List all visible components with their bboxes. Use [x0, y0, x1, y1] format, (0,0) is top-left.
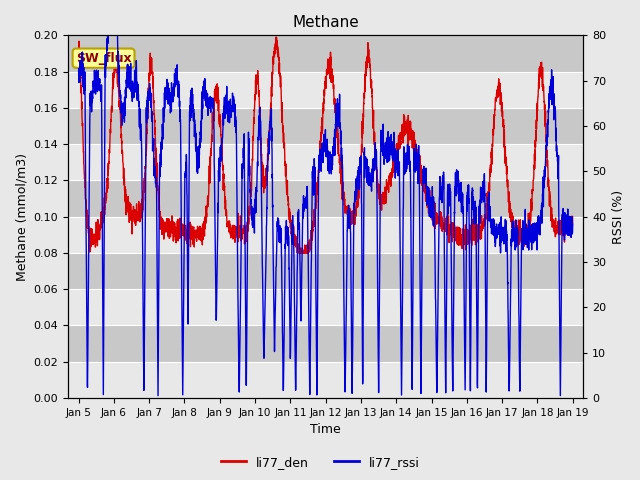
- Bar: [68, 108, 583, 144]
- Bar: [68, 36, 583, 72]
- Bar: [68, 216, 583, 253]
- Bar: [68, 325, 583, 361]
- Bar: [68, 144, 583, 180]
- Y-axis label: Methane (mmol/m3): Methane (mmol/m3): [15, 153, 28, 281]
- Y-axis label: RSSI (%): RSSI (%): [612, 190, 625, 244]
- Bar: [68, 289, 583, 325]
- Text: SW_flux: SW_flux: [76, 52, 131, 65]
- X-axis label: Time: Time: [310, 423, 341, 436]
- Title: Methane: Methane: [292, 15, 359, 30]
- Legend: li77_den, li77_rssi: li77_den, li77_rssi: [216, 451, 424, 474]
- Bar: [68, 361, 583, 398]
- Bar: [68, 253, 583, 289]
- Bar: [68, 180, 583, 216]
- Bar: [68, 72, 583, 108]
